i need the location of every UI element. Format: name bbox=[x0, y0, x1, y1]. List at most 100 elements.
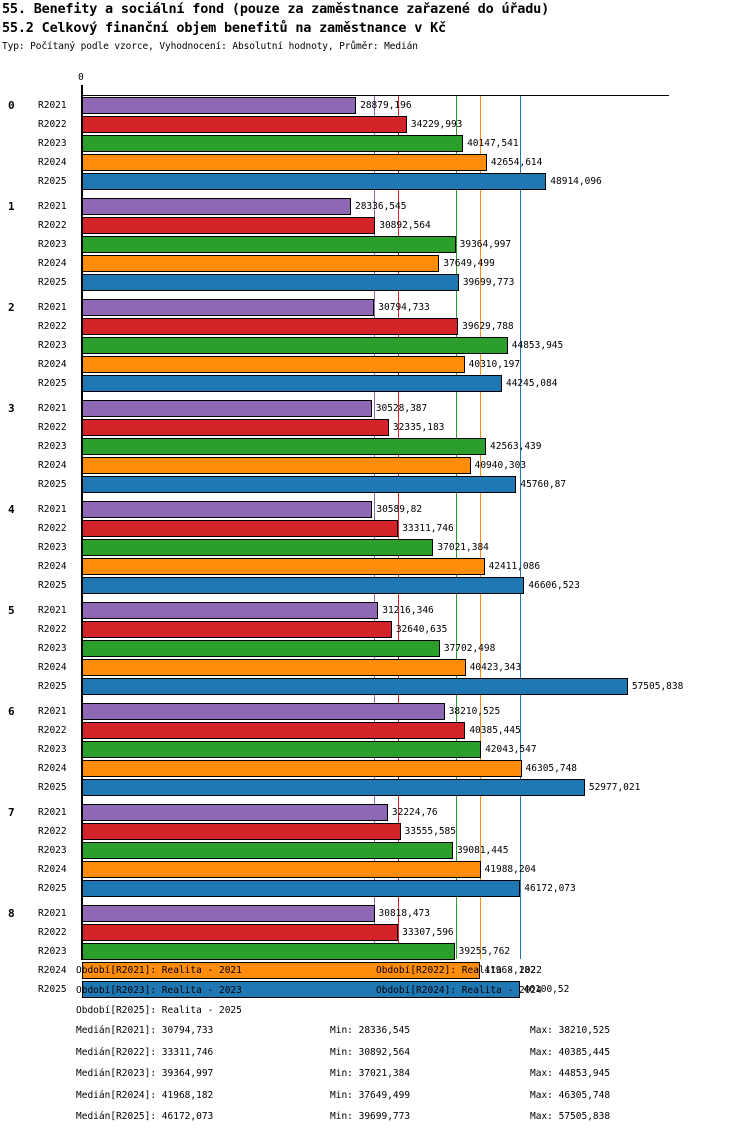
median-line-r2023 bbox=[455, 96, 457, 959]
bar-category-label: R2022 bbox=[38, 220, 67, 231]
bar-r2025[interactable] bbox=[82, 880, 521, 897]
chart-subtitle: Typ: Počítaný podle vzorce, Vyhodnocení:… bbox=[2, 41, 418, 52]
bar-r2023[interactable] bbox=[82, 741, 482, 758]
bar-r2021[interactable] bbox=[82, 602, 379, 619]
bar-category-label: R2023 bbox=[38, 643, 67, 654]
bar-r2022[interactable] bbox=[82, 924, 399, 941]
bar-category-label: R2021 bbox=[38, 504, 67, 515]
bar-r2023[interactable] bbox=[82, 438, 486, 455]
bar-r2024[interactable] bbox=[82, 962, 481, 979]
bar-r2021[interactable] bbox=[82, 905, 375, 922]
chart-title-line-1: 55. Benefity a sociální fond (pouze za z… bbox=[2, 1, 550, 17]
bar-r2022[interactable] bbox=[82, 722, 466, 739]
bar-row: R2021 30589,82 bbox=[0, 500, 750, 519]
bar-row: R2025 44245,084 bbox=[0, 374, 750, 393]
bar-r2025[interactable] bbox=[82, 981, 520, 998]
bar-r2023[interactable] bbox=[82, 236, 456, 253]
bar-row: R2023 42563,439 bbox=[0, 437, 750, 456]
bar-value-label: 39699,773 bbox=[462, 277, 515, 288]
bar-r2024[interactable] bbox=[82, 659, 466, 676]
group-index-label: 8 bbox=[8, 907, 15, 920]
bar-r2023[interactable] bbox=[82, 135, 464, 152]
bar-row: R2021 31216,346 bbox=[0, 601, 750, 620]
bar-value-label: 30589,82 bbox=[376, 504, 423, 515]
stat-max-value: Max: 46305,748 bbox=[530, 1089, 611, 1101]
bar-group-7: 7 R2021 32224,76 R2022 33555,585 R2023 39081,4… bbox=[0, 803, 750, 898]
bar-r2022[interactable] bbox=[82, 621, 392, 638]
bar-category-label: R2025 bbox=[38, 782, 67, 793]
bar-r2021[interactable] bbox=[82, 501, 373, 518]
bar-category-label: R2022 bbox=[38, 826, 67, 837]
bar-r2022[interactable] bbox=[82, 217, 376, 234]
median-line-r2024 bbox=[480, 96, 482, 959]
bar-r2024[interactable] bbox=[82, 255, 440, 272]
bar-r2021[interactable] bbox=[82, 198, 351, 215]
bar-r2025[interactable] bbox=[82, 476, 517, 493]
bar-r2024[interactable] bbox=[82, 457, 471, 474]
bar-r2022[interactable] bbox=[82, 520, 399, 537]
bar-value-label: 33555,585 bbox=[404, 826, 456, 837]
bar-r2025[interactable] bbox=[82, 678, 628, 695]
group-index-label: 0 bbox=[8, 99, 15, 112]
bar-r2022[interactable] bbox=[82, 116, 407, 133]
bar-r2024[interactable] bbox=[82, 356, 465, 373]
bar-r2023[interactable] bbox=[82, 337, 508, 354]
statistics-row: Medián[R2023]: 39364,997 Min: 37021,384 Ma… bbox=[0, 1068, 750, 1090]
bar-r2021[interactable] bbox=[82, 400, 372, 417]
bar-row: R2025 46100,52 bbox=[0, 980, 750, 999]
bar-row: R2025 45760,87 bbox=[0, 475, 750, 494]
stat-max-value: Max: 57505,838 bbox=[530, 1111, 611, 1122]
bar-value-label: 37702,498 bbox=[443, 643, 496, 654]
bar-category-label: R2024 bbox=[38, 662, 67, 673]
bar-row: R2021 28336,545 bbox=[0, 197, 750, 216]
bar-r2024[interactable] bbox=[82, 558, 485, 575]
bar-r2023[interactable] bbox=[82, 640, 440, 657]
stat-min-value: Min: 28336,545 bbox=[330, 1025, 411, 1036]
bar-row: R2022 30892,564 bbox=[0, 216, 750, 235]
bar-row: R2021 32224,76 bbox=[0, 803, 750, 822]
bar-row: R2024 37649,499 bbox=[0, 254, 750, 273]
bar-category-label: R2022 bbox=[38, 725, 67, 736]
bar-r2025[interactable] bbox=[82, 274, 459, 291]
bar-r2022[interactable] bbox=[82, 823, 401, 840]
group-index-label: 7 bbox=[8, 806, 15, 819]
bar-value-label: 46305,748 bbox=[525, 763, 578, 774]
bar-r2025[interactable] bbox=[82, 375, 502, 392]
bar-r2025[interactable] bbox=[82, 173, 547, 190]
bar-category-label: R2023 bbox=[38, 138, 67, 149]
bar-category-label: R2022 bbox=[38, 624, 67, 635]
bar-r2021[interactable] bbox=[82, 97, 357, 114]
group-index-label: 3 bbox=[8, 402, 15, 415]
bar-r2023[interactable] bbox=[82, 943, 455, 960]
bar-value-label: 46606,523 bbox=[528, 580, 580, 591]
bar-group-3: 3 R2021 30528,387 R2022 32335,183 R2023 42563,… bbox=[0, 399, 750, 494]
bar-category-label: R2025 bbox=[38, 681, 67, 692]
bar-category-label: R2021 bbox=[38, 302, 67, 313]
bar-r2021[interactable] bbox=[82, 299, 375, 316]
bar-r2022[interactable] bbox=[82, 318, 459, 335]
bar-category-label: R2025 bbox=[38, 479, 67, 490]
bar-r2021[interactable] bbox=[82, 804, 388, 821]
bar-r2024[interactable] bbox=[82, 154, 487, 171]
stat-median-value: Medián[R2021]: 30794,733 bbox=[76, 1025, 214, 1036]
bar-category-label: R2024 bbox=[38, 258, 67, 269]
bar-r2022[interactable] bbox=[82, 419, 389, 436]
bar-value-label: 30528,387 bbox=[375, 403, 428, 414]
stat-max-value: Max: 40385,445 bbox=[530, 1046, 611, 1058]
legend-item: Období[R2022]: Realita - 2022 bbox=[376, 965, 542, 976]
statistics-row: Medián[R2021]: 30794,733 Min: 28336,545 Ma… bbox=[0, 1025, 750, 1047]
bar-r2025[interactable] bbox=[82, 779, 585, 796]
bar-r2023[interactable] bbox=[82, 842, 453, 859]
bar-row: R2023 37702,498 bbox=[0, 639, 750, 658]
bar-value-label: 40385,445 bbox=[469, 725, 521, 736]
bar-category-label: R2021 bbox=[38, 908, 67, 919]
bar-r2024[interactable] bbox=[82, 760, 522, 777]
bar-r2021[interactable] bbox=[82, 703, 445, 720]
bar-r2023[interactable] bbox=[82, 539, 434, 556]
bar-row: R2022 39629,788 bbox=[0, 317, 750, 336]
plot-top-border bbox=[81, 95, 669, 96]
stat-min-value: Min: 37021,384 bbox=[330, 1068, 411, 1079]
bar-r2025[interactable] bbox=[82, 577, 525, 594]
bar-r2024[interactable] bbox=[82, 861, 481, 878]
bar-category-label: R2023 bbox=[38, 340, 67, 351]
